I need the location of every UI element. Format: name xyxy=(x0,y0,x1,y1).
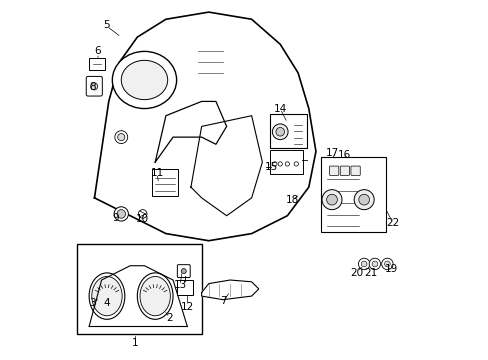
Circle shape xyxy=(118,134,124,141)
Text: 18: 18 xyxy=(285,195,299,204)
Circle shape xyxy=(358,194,369,205)
Circle shape xyxy=(361,261,366,267)
Circle shape xyxy=(114,207,128,221)
Circle shape xyxy=(384,261,389,267)
Circle shape xyxy=(358,258,369,270)
Text: 4: 4 xyxy=(103,298,110,308)
FancyBboxPatch shape xyxy=(321,157,385,232)
Circle shape xyxy=(90,83,98,90)
Text: 16: 16 xyxy=(337,150,350,160)
Circle shape xyxy=(322,190,341,210)
Text: 17: 17 xyxy=(325,148,338,158)
Ellipse shape xyxy=(92,276,122,316)
FancyBboxPatch shape xyxy=(86,76,102,96)
FancyBboxPatch shape xyxy=(350,166,360,175)
Text: 5: 5 xyxy=(103,19,110,30)
Circle shape xyxy=(326,194,337,205)
Text: 7: 7 xyxy=(219,296,226,306)
Ellipse shape xyxy=(89,273,124,319)
Text: 6: 6 xyxy=(95,46,101,57)
Circle shape xyxy=(371,261,377,267)
FancyBboxPatch shape xyxy=(177,265,190,278)
FancyBboxPatch shape xyxy=(269,150,303,174)
Text: 12: 12 xyxy=(181,302,194,312)
Text: 9: 9 xyxy=(112,212,119,222)
Text: 10: 10 xyxy=(136,214,149,224)
Circle shape xyxy=(278,162,282,166)
FancyBboxPatch shape xyxy=(340,166,349,175)
FancyBboxPatch shape xyxy=(151,169,178,196)
FancyBboxPatch shape xyxy=(329,166,338,175)
Circle shape xyxy=(117,210,125,218)
Bar xyxy=(77,244,201,334)
Circle shape xyxy=(138,210,147,218)
Circle shape xyxy=(272,162,276,166)
Text: 19: 19 xyxy=(384,264,397,274)
Circle shape xyxy=(115,131,127,144)
Circle shape xyxy=(181,269,186,274)
Text: 20: 20 xyxy=(350,268,363,278)
Circle shape xyxy=(285,162,289,166)
Text: 2: 2 xyxy=(166,312,172,323)
Ellipse shape xyxy=(112,51,176,109)
Text: 21: 21 xyxy=(363,268,376,278)
FancyBboxPatch shape xyxy=(177,280,193,296)
Circle shape xyxy=(368,258,380,270)
Text: 14: 14 xyxy=(273,104,286,113)
Ellipse shape xyxy=(140,276,170,316)
Text: 11: 11 xyxy=(150,168,163,178)
Circle shape xyxy=(272,124,287,140)
Text: 15: 15 xyxy=(264,162,277,172)
Text: 1: 1 xyxy=(132,338,139,347)
Circle shape xyxy=(294,162,298,166)
FancyBboxPatch shape xyxy=(89,58,104,70)
Text: 8: 8 xyxy=(89,82,96,92)
Circle shape xyxy=(353,190,373,210)
Circle shape xyxy=(275,127,284,136)
Circle shape xyxy=(381,258,392,270)
FancyBboxPatch shape xyxy=(269,114,306,148)
Ellipse shape xyxy=(137,273,173,319)
Text: 13: 13 xyxy=(173,280,186,291)
Text: 22: 22 xyxy=(386,218,399,228)
Polygon shape xyxy=(201,280,258,300)
Text: 3: 3 xyxy=(89,298,96,308)
Ellipse shape xyxy=(121,60,167,100)
